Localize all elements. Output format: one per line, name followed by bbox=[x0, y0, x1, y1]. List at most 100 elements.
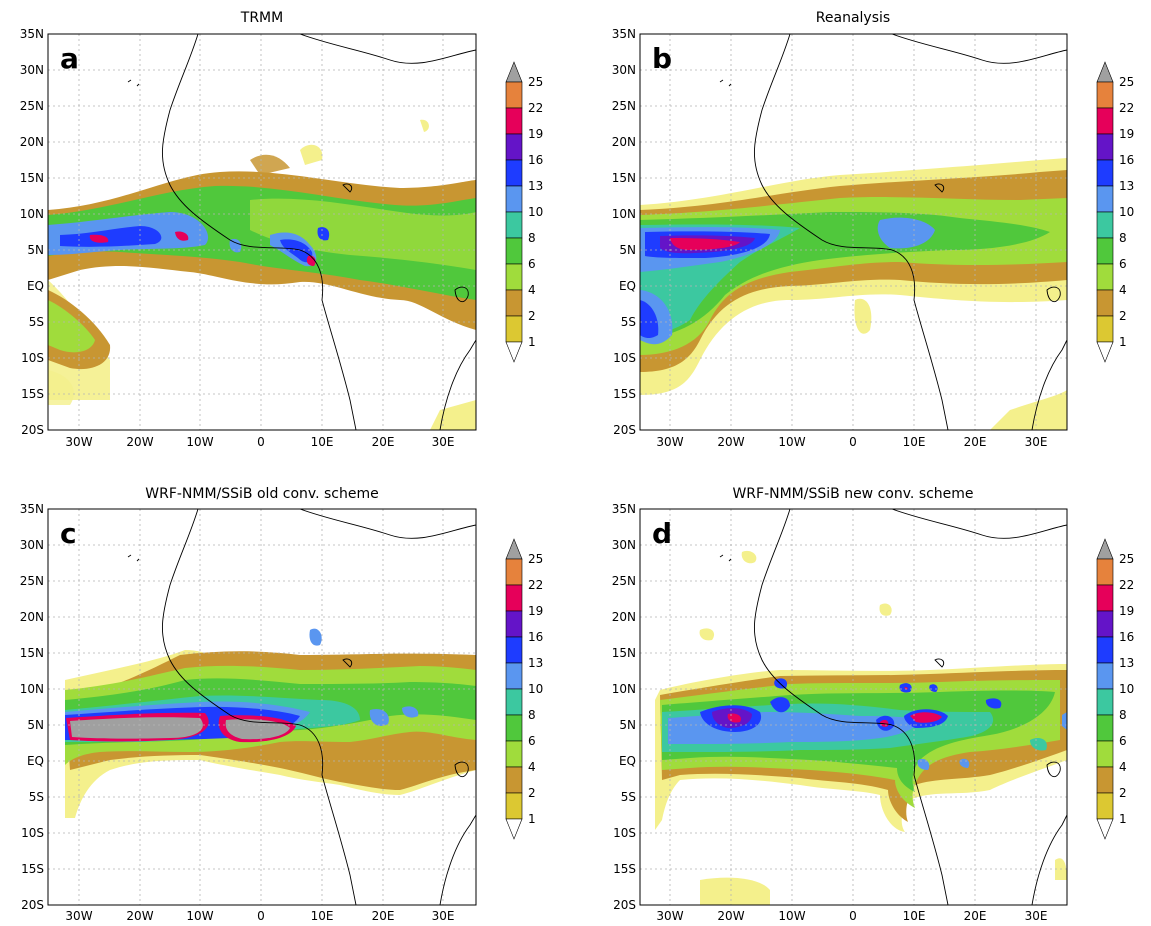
lon-tick: 10E bbox=[311, 909, 334, 923]
lat-tick: 10S bbox=[613, 826, 636, 840]
colorbar-swatch bbox=[505, 185, 523, 213]
colorbar-label: 22 bbox=[528, 578, 543, 592]
colorbar-swatch bbox=[1096, 159, 1114, 187]
lat-tick: 20S bbox=[613, 898, 636, 912]
lat-tick: 10N bbox=[612, 682, 636, 696]
lon-tick: 10W bbox=[186, 909, 213, 923]
lon-tick: 10E bbox=[903, 435, 926, 449]
lon-tick-labels: 30W 20W 10W 0 10E 20E 30E bbox=[656, 435, 1047, 449]
colorbar-label: 8 bbox=[1119, 708, 1127, 722]
colorbar-swatch bbox=[505, 538, 523, 560]
colorbar-label: 2 bbox=[1119, 309, 1127, 323]
colorbar-label: 4 bbox=[528, 283, 536, 297]
colorbar-swatch bbox=[1096, 558, 1114, 586]
colorbar-swatch bbox=[505, 818, 523, 840]
lat-tick: EQ bbox=[619, 754, 636, 768]
colorbar-swatch bbox=[1096, 818, 1114, 840]
lon-tick: 20W bbox=[126, 435, 153, 449]
lon-tick: 20W bbox=[126, 909, 153, 923]
colorbar-swatch bbox=[505, 159, 523, 187]
lon-tick: 30E bbox=[432, 435, 455, 449]
colorbar-swatch bbox=[1096, 636, 1114, 664]
panel-title: WRF-NMM/SSiB new conv. scheme bbox=[732, 486, 973, 502]
lat-tick-labels: 35N 30N 25N 20N 15N 10N 5N EQ 5S 10S 15S… bbox=[20, 27, 44, 437]
coastline bbox=[127, 509, 476, 905]
lon-tick-labels: 30W 20W 10W 0 10E 20E 30E bbox=[65, 435, 454, 449]
lat-tick: 15S bbox=[21, 387, 44, 401]
lat-tick: 5N bbox=[619, 243, 636, 257]
panel-d: WRF-NMM/SSiB new conv. scheme bbox=[612, 486, 1135, 923]
lat-tick: 10S bbox=[613, 351, 636, 365]
lon-tick: 10W bbox=[778, 435, 805, 449]
lon-tick: 30W bbox=[65, 909, 92, 923]
map-border bbox=[47, 508, 477, 906]
panel-letter: b bbox=[652, 42, 672, 75]
panel-title: Reanalysis bbox=[816, 10, 890, 26]
lon-tick: 10W bbox=[186, 435, 213, 449]
colorbar-label: 1 bbox=[528, 335, 536, 349]
colorbar-label: 19 bbox=[1119, 127, 1134, 141]
lon-tick: 20W bbox=[717, 909, 744, 923]
colorbar-label: 1 bbox=[1119, 335, 1127, 349]
panel-b: Reanalysis bbox=[612, 10, 1135, 449]
colorbar-label: 16 bbox=[1119, 153, 1134, 167]
lat-tick: 30N bbox=[20, 538, 44, 552]
lat-tick: 5N bbox=[27, 718, 44, 732]
colorbar-label: 25 bbox=[528, 552, 543, 566]
map-border bbox=[47, 33, 477, 431]
gridlines bbox=[48, 509, 476, 905]
colorbar-swatch bbox=[505, 766, 523, 794]
colorbar-label: 16 bbox=[528, 630, 543, 644]
lat-tick: EQ bbox=[619, 279, 636, 293]
colorbar-label: 19 bbox=[528, 127, 543, 141]
colorbar-swatch bbox=[1096, 766, 1114, 794]
gridlines bbox=[48, 34, 476, 430]
colorbar-swatch bbox=[1096, 185, 1114, 213]
lon-tick: 20E bbox=[372, 435, 395, 449]
colorbar-swatch bbox=[505, 636, 523, 664]
lon-tick: 10W bbox=[778, 909, 805, 923]
colorbar-swatch bbox=[1096, 81, 1114, 109]
coastline bbox=[719, 34, 1067, 430]
colorbar-swatch bbox=[505, 107, 523, 135]
lat-tick: EQ bbox=[27, 279, 44, 293]
lat-tick: 30N bbox=[612, 538, 636, 552]
lat-tick: 35N bbox=[612, 502, 636, 516]
lat-tick: 10N bbox=[612, 207, 636, 221]
lat-tick: 10N bbox=[20, 682, 44, 696]
colorbar-label: 13 bbox=[1119, 656, 1134, 670]
colorbar-swatch bbox=[505, 558, 523, 586]
lat-tick: 5S bbox=[621, 315, 636, 329]
lon-tick: 20E bbox=[372, 909, 395, 923]
lat-tick: 20S bbox=[21, 898, 44, 912]
colorbar-swatch bbox=[1096, 263, 1114, 291]
colorbar-label: 1 bbox=[528, 812, 536, 826]
lat-tick: 15S bbox=[21, 862, 44, 876]
panel-title: TRMM bbox=[240, 10, 283, 26]
colorbar-swatch bbox=[1096, 714, 1114, 742]
lat-tick: 35N bbox=[20, 502, 44, 516]
colorbar-label: 10 bbox=[1119, 205, 1134, 219]
colorbar-swatch bbox=[1096, 688, 1114, 716]
lon-tick-labels: 30W 20W 10W 0 10E 20E 30E bbox=[65, 909, 454, 923]
colorbar-label: 2 bbox=[528, 786, 536, 800]
colorbar-label: 6 bbox=[528, 734, 536, 748]
colorbar-label: 8 bbox=[1119, 231, 1127, 245]
lat-tick: 20S bbox=[21, 423, 44, 437]
lat-tick: 25N bbox=[20, 574, 44, 588]
colorbar-swatch bbox=[1096, 662, 1114, 690]
panel-letter: a bbox=[60, 42, 79, 75]
lon-tick: 20E bbox=[964, 435, 987, 449]
lon-tick: 30E bbox=[1025, 435, 1048, 449]
colorbar-swatch bbox=[505, 792, 523, 820]
colorbar-label: 16 bbox=[1119, 630, 1134, 644]
panel-a: TRMM bbox=[20, 10, 544, 449]
precipitation-field bbox=[65, 628, 476, 818]
lat-tick: 15N bbox=[20, 171, 44, 185]
colorbar-label: 22 bbox=[1119, 101, 1134, 115]
colorbar-label: 8 bbox=[528, 708, 536, 722]
lat-tick: 20N bbox=[20, 135, 44, 149]
colorbar-label: 6 bbox=[1119, 257, 1127, 271]
lat-tick: 15N bbox=[612, 171, 636, 185]
lon-tick: 30E bbox=[1025, 909, 1048, 923]
